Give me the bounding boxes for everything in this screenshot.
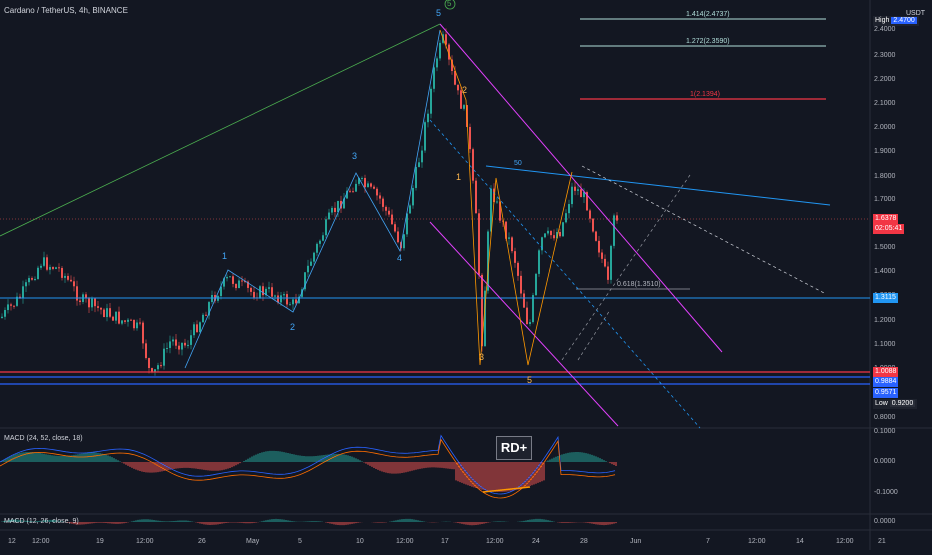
fib-label-1: 1(2.1394) <box>690 91 720 98</box>
time-tick: 19 <box>96 538 104 545</box>
wave-label-orange-3: 3 <box>479 352 485 362</box>
time-tick: Jun <box>630 538 642 545</box>
wave-label-orange-1: 1 <box>456 172 462 182</box>
price-tick: 2.2000 <box>874 76 896 83</box>
trendline-blue[interactable] <box>485 165 831 206</box>
time-tick: 7 <box>706 538 710 545</box>
chart-title: Cardano / TetherUS, 4h, BINANCE <box>4 6 128 15</box>
price-tick: 2.3000 <box>874 52 896 59</box>
wave-label-3: 3 <box>352 151 358 161</box>
dashed-grey-projection <box>561 174 691 361</box>
time-tick: 12:00 <box>32 538 50 545</box>
time-tick: 24 <box>532 538 540 545</box>
wave-label-5-circled: 5 <box>447 0 452 8</box>
time-tick: 12:00 <box>748 538 766 545</box>
level-tag-1008: 1.0088 <box>873 367 899 377</box>
fib-label-0618: 0.618(1.3510) <box>617 281 661 288</box>
wave-label-2: 2 <box>290 322 296 332</box>
fib-label-1414: 1.414(2.4737) <box>686 11 730 18</box>
price-tick: 1.9000 <box>874 148 896 155</box>
price-tick: 1.2000 <box>874 317 896 324</box>
price-tick: 1.8000 <box>874 173 896 180</box>
time-tick: 26 <box>198 538 206 545</box>
macd-tick: -0.1000 <box>874 489 898 496</box>
macd2-tick: 0.0000 <box>874 518 896 525</box>
macd-tick: 0.0000 <box>874 458 896 465</box>
rd-divergence-badge: RD+ <box>496 436 532 460</box>
macd-histogram <box>0 434 617 499</box>
time-tick: 10 <box>356 538 364 545</box>
time-tick: 12 <box>8 538 16 545</box>
price-tick: 2.0000 <box>874 124 896 131</box>
price-tick: 2.4000 <box>874 26 896 33</box>
time-tick: 28 <box>580 538 588 545</box>
macd-tick: 0.1000 <box>874 428 896 435</box>
wave-label-orange-2: 2 <box>462 85 468 95</box>
price-tick: 2.1000 <box>874 100 896 107</box>
macd-indicator-label[interactable]: MACD (24, 52, close, 18) <box>4 435 83 442</box>
divergence-line[interactable] <box>482 486 531 493</box>
channel-bottom[interactable] <box>429 221 619 427</box>
price-tick: 1.1000 <box>874 341 896 348</box>
dashed-grey-projection-2 <box>577 309 611 361</box>
time-tick: 21 <box>878 538 886 545</box>
fib-label-50: 50 <box>514 160 522 167</box>
time-tick: 5 <box>298 538 302 545</box>
wave-path-blue[interactable] <box>184 29 441 369</box>
channel-top[interactable] <box>439 23 723 353</box>
wave-label-5: 5 <box>436 8 442 18</box>
level-tag-0988: 0.9884 <box>873 377 899 387</box>
time-tick: 17 <box>441 538 449 545</box>
trendline-green[interactable] <box>0 23 441 237</box>
fib-label-1272: 1.272(2.3590) <box>686 38 730 45</box>
wave-label-1: 1 <box>222 251 228 261</box>
time-tick: 12:00 <box>486 538 504 545</box>
wave-path-orange[interactable] <box>439 29 573 366</box>
price-tick: 0.8000 <box>874 414 896 421</box>
current-price-tag: 1.6378 <box>873 214 899 224</box>
price-tick: 1.5000 <box>874 244 896 251</box>
time-tick: 14 <box>796 538 804 545</box>
macd2-indicator-label[interactable]: MACD (12, 26, close, 9) <box>4 518 79 525</box>
time-tick: 12:00 <box>136 538 154 545</box>
countdown-tag: 02:05:41 <box>873 224 905 234</box>
wave-label-4: 4 <box>397 253 403 263</box>
price-tick: 1.4000 <box>874 268 896 275</box>
macd2-histogram <box>1 518 617 526</box>
level-tag-1315: 1.3115 <box>873 293 898 303</box>
high-tag: High 2.4700 <box>873 16 919 26</box>
price-tick: 1.7000 <box>874 196 896 203</box>
dashed-white-projection <box>581 165 827 295</box>
currency-label: USDT <box>906 10 926 17</box>
low-tag: Low 0.9200 <box>873 399 918 409</box>
wave-5-circle <box>444 0 456 10</box>
wave-label-orange-5: 5 <box>527 375 533 385</box>
time-tick: 12:00 <box>396 538 414 545</box>
time-tick: May <box>246 538 260 545</box>
dashed-blue-projection <box>429 119 701 429</box>
level-tag-0957: 0.9571 <box>873 388 899 398</box>
time-tick: 12:00 <box>836 538 854 545</box>
